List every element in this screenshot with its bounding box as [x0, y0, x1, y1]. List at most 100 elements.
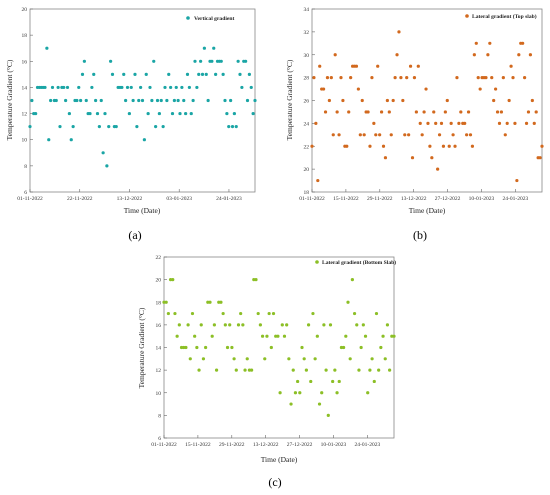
data-point: [486, 53, 490, 57]
data-point: [328, 323, 333, 327]
data-point: [495, 110, 500, 114]
data-point: [323, 110, 328, 114]
data-point: [457, 121, 461, 125]
y-tick-label: 20: [22, 7, 28, 13]
data-point: [327, 98, 331, 103]
data-point: [178, 111, 182, 116]
legend: Vertical gradient: [186, 16, 234, 22]
data-point: [490, 76, 494, 80]
data-point: [182, 98, 186, 103]
data-point: [344, 334, 348, 338]
data-point: [120, 85, 124, 90]
data-point: [465, 133, 469, 137]
data-point: [75, 98, 79, 103]
data-point: [80, 72, 85, 76]
legend-label: Vertical gradient: [194, 16, 234, 22]
plot-area: [311, 8, 543, 193]
x-tick-label: 13-12-2022: [401, 196, 427, 202]
data-point: [223, 98, 227, 103]
data-point: [377, 368, 381, 372]
data-point: [92, 72, 96, 76]
data-point: [267, 311, 271, 316]
data-point: [77, 85, 81, 90]
data-point: [71, 125, 75, 129]
data-point: [125, 85, 130, 90]
data-point: [230, 345, 234, 350]
data-point: [455, 76, 459, 80]
data-point: [511, 76, 515, 80]
data-point: [137, 98, 141, 103]
data-point: [287, 357, 291, 361]
data-point: [258, 323, 262, 327]
data-point: [476, 76, 480, 80]
data-point: [45, 46, 49, 50]
plot-area: [163, 256, 395, 439]
data-point: [390, 334, 394, 338]
data-point: [304, 368, 308, 372]
panel-label: (a): [128, 228, 141, 242]
data-point: [253, 98, 257, 103]
x-tick-label: 10-01-2023: [469, 196, 495, 202]
data-point: [247, 368, 252, 372]
x-axis-title: Time (Date): [261, 455, 298, 464]
data-point: [348, 357, 352, 361]
y-tick-label: 26: [304, 99, 310, 105]
data-point: [383, 156, 388, 160]
x-tick-label: 01-11-2022: [151, 442, 177, 448]
data-point: [49, 98, 53, 103]
data-point: [173, 311, 177, 316]
data-point: [230, 125, 235, 129]
data-point: [191, 98, 195, 103]
data-point: [244, 59, 248, 63]
data-point: [430, 156, 434, 160]
y-tick-label: 18: [156, 300, 162, 306]
data-point: [187, 85, 191, 90]
data-point: [501, 76, 505, 80]
data-point: [331, 379, 335, 384]
y-tick-label: 6: [24, 190, 27, 196]
data-point: [352, 311, 357, 316]
data-point: [376, 64, 380, 68]
data-point: [315, 334, 319, 338]
data-point: [184, 111, 188, 116]
y-tick-label: 8: [158, 413, 161, 419]
data-point: [497, 121, 502, 125]
x-axis-title: Time (Date): [124, 206, 161, 215]
data-point: [379, 110, 384, 114]
data-point: [370, 357, 374, 361]
x-axis: 01-11-2022 15-11-2022 29-11-2022 13-12-2022…: [299, 189, 528, 202]
data-point: [408, 64, 413, 68]
y-axis: 18 20 22 24 26 28 30 32 34: [304, 7, 315, 196]
data-point: [223, 323, 227, 327]
data-point: [214, 368, 219, 372]
y-tick-label: 10: [22, 138, 28, 144]
data-point: [110, 72, 115, 76]
data-point: [278, 391, 282, 395]
data-point: [468, 133, 473, 137]
data-point: [148, 85, 152, 90]
y-tick-label: 22: [304, 144, 310, 150]
data-point: [238, 72, 242, 76]
data-point: [131, 98, 135, 103]
x-tick-label: 24-01-2023: [355, 442, 381, 448]
x-axis: 01-11-2022 22-11-2022 13-12-2022 03-01-2023…: [17, 189, 242, 202]
data-point: [339, 76, 343, 80]
data-point: [219, 59, 223, 63]
legend: Lateral gradient (Bottom Slab): [315, 259, 396, 266]
data-point: [204, 345, 208, 350]
data-point: [62, 85, 66, 90]
data-point: [333, 368, 337, 372]
data-point: [82, 59, 86, 63]
data-point: [291, 368, 295, 372]
data-point: [174, 85, 178, 90]
data-point: [30, 98, 34, 103]
data-point: [337, 379, 341, 384]
data-point: [374, 311, 379, 316]
data-point: [298, 391, 302, 395]
data-point: [249, 85, 253, 90]
data-point: [397, 30, 401, 34]
y-tick-label: 6: [158, 436, 161, 442]
data-point: [167, 72, 171, 76]
data-point: [358, 133, 362, 137]
data-point: [142, 138, 146, 142]
